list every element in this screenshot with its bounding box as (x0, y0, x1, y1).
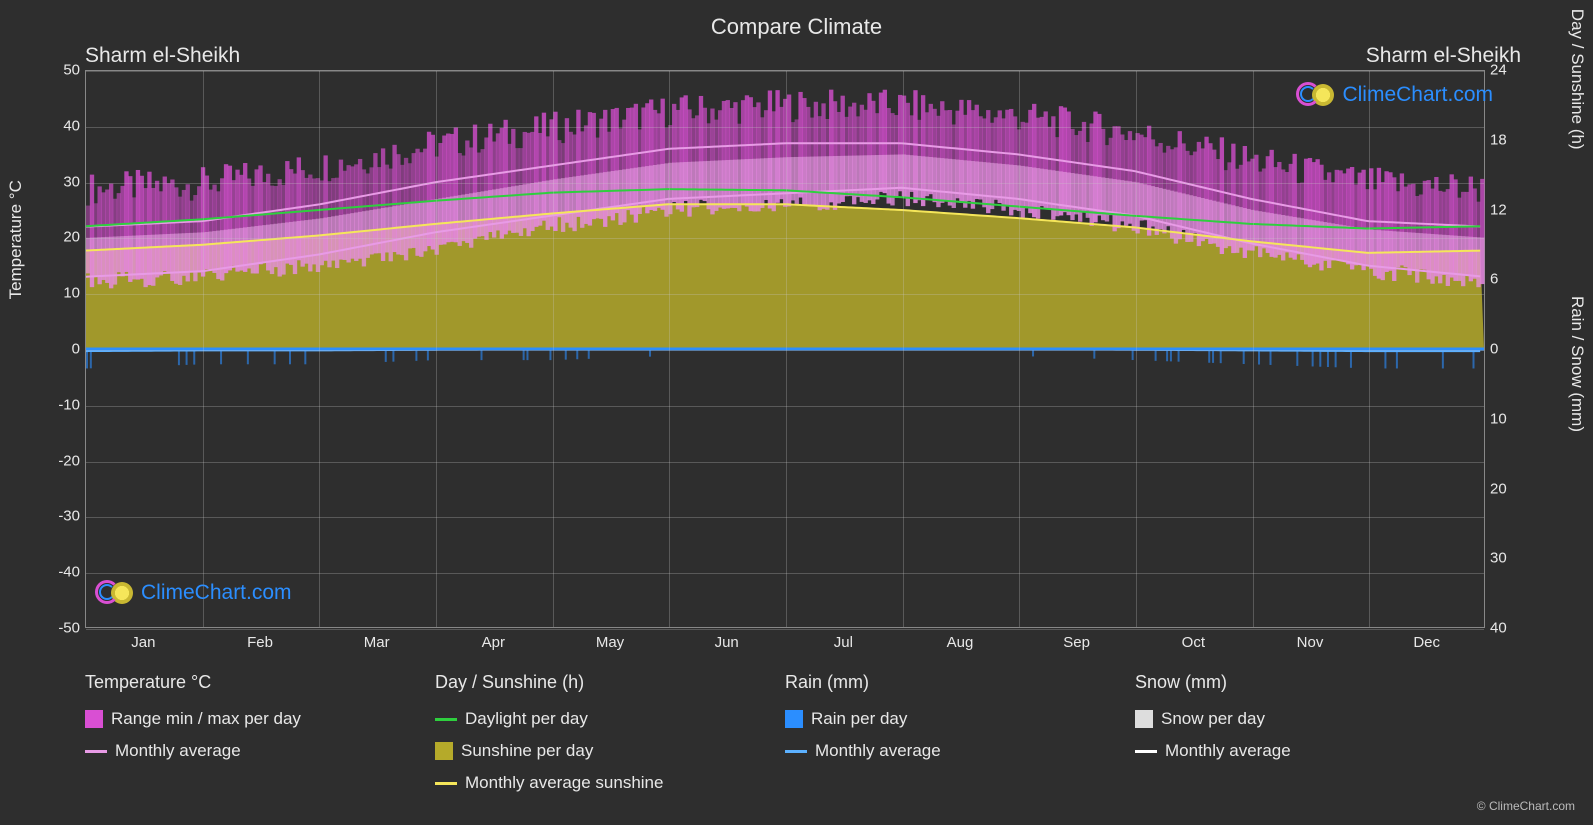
legend-swatch (435, 718, 457, 721)
brand-name: ClimeChart.com (141, 581, 292, 605)
y-axis-right-bottom-label: Rain / Snow (mm) (1567, 296, 1587, 432)
chart-svg (86, 71, 1484, 627)
brand-logo-icon (1296, 82, 1336, 108)
legend-swatch (785, 750, 807, 753)
legend-swatch (85, 750, 107, 753)
legend-label: Monthly average sunshine (465, 773, 663, 793)
legend-swatch (785, 710, 803, 728)
legend-label: Range min / max per day (111, 709, 301, 729)
legend-item: Range min / max per day (85, 709, 435, 729)
legend-item: Sunshine per day (435, 741, 785, 761)
legend-label: Monthly average (1165, 741, 1291, 761)
legend-item: Snow per day (1135, 709, 1485, 729)
legend-header: Day / Sunshine (h) (435, 672, 785, 693)
x-tick-labels: JanFebMarAprMayJunJulAugSepOctNovDec (85, 634, 1485, 654)
chart-plot-area (85, 70, 1485, 628)
legend-swatch (1135, 750, 1157, 753)
brand-name: ClimeChart.com (1342, 83, 1493, 107)
legend-item: Daylight per day (435, 709, 785, 729)
legend-item: Monthly average (785, 741, 1135, 761)
legend-swatch (435, 782, 457, 785)
legend-label: Sunshine per day (461, 741, 593, 761)
brand-logo-icon (95, 580, 135, 606)
y-right-tick-labels: 2418126010203040 (1490, 70, 1520, 628)
legend-swatch (85, 710, 103, 728)
legend-label: Snow per day (1161, 709, 1265, 729)
y-axis-right-top-label: Day / Sunshine (h) (1567, 9, 1587, 150)
y-axis-left-label: Temperature °C (6, 180, 26, 299)
legend-header: Snow (mm) (1135, 672, 1485, 693)
brand-logo-bottom: ClimeChart.com (95, 580, 292, 606)
legend-column: Rain (mm) Rain per day Monthly average (785, 672, 1135, 793)
legend-label: Daylight per day (465, 709, 588, 729)
legend-label: Monthly average (115, 741, 241, 761)
legend-item: Monthly average (85, 741, 435, 761)
legend-header: Rain (mm) (785, 672, 1135, 693)
legend-label: Rain per day (811, 709, 907, 729)
legend-item: Monthly average (1135, 741, 1485, 761)
legend-swatch (435, 742, 453, 760)
legend-swatch (1135, 710, 1153, 728)
brand-logo-top: ClimeChart.com (1296, 82, 1493, 108)
copyright-text: © ClimeChart.com (1477, 799, 1575, 813)
legend-column: Temperature °C Range min / max per day Mon… (85, 672, 435, 793)
y-left-tick-labels: 50403020100-10-20-30-40-50 (48, 70, 80, 628)
location-label-left: Sharm el-Sheikh (85, 44, 240, 68)
legend-label: Monthly average (815, 741, 941, 761)
legend-column: Snow (mm) Snow per day Monthly average (1135, 672, 1485, 793)
legend-item: Rain per day (785, 709, 1135, 729)
legend-item: Monthly average sunshine (435, 773, 785, 793)
legend: Temperature °C Range min / max per day Mon… (85, 672, 1485, 793)
chart-title: Compare Climate (0, 0, 1593, 40)
legend-header: Temperature °C (85, 672, 435, 693)
legend-column: Day / Sunshine (h) Daylight per day Sunshi… (435, 672, 785, 793)
